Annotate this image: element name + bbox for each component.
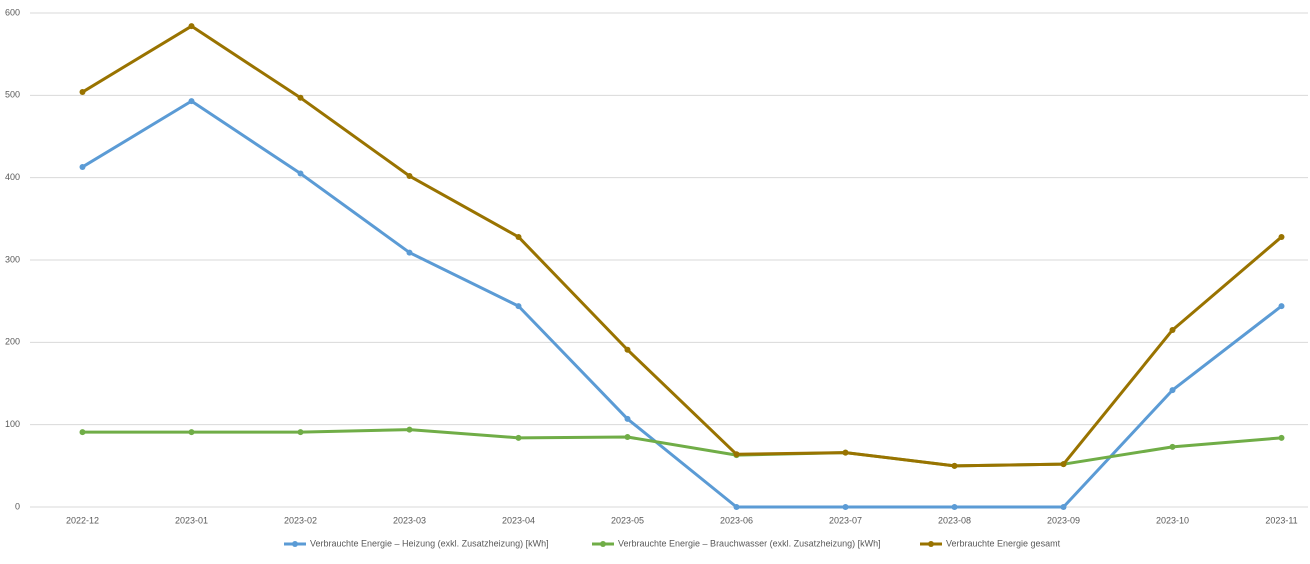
data-point — [515, 434, 522, 441]
legend-label: Verbrauchte Energie – Brauchwasser (exkl… — [618, 538, 881, 548]
x-tick-label: 2022-12 — [66, 515, 99, 525]
x-tick-label: 2023-08 — [938, 515, 971, 525]
y-tick-label: 0 — [15, 501, 20, 511]
data-point — [1060, 461, 1067, 468]
x-tick-label: 2023-05 — [611, 515, 644, 525]
data-point — [1169, 326, 1176, 333]
data-point — [188, 429, 195, 436]
data-point — [297, 170, 304, 177]
data-point — [79, 163, 86, 170]
data-point — [406, 426, 413, 433]
x-tick-label: 2023-02 — [284, 515, 317, 525]
data-point — [842, 449, 849, 456]
y-tick-label: 400 — [5, 172, 20, 182]
x-tick-label: 2023-04 — [502, 515, 535, 525]
data-point — [733, 451, 740, 458]
data-point — [1278, 233, 1285, 240]
data-point — [733, 504, 740, 510]
data-point — [188, 23, 195, 30]
data-point — [406, 173, 413, 180]
data-point — [951, 462, 958, 469]
legend-label: Verbrauchte Energie – Heizung (exkl. Zus… — [310, 538, 549, 548]
y-tick-label: 600 — [5, 7, 20, 17]
data-point — [1278, 303, 1285, 310]
y-tick-label: 200 — [5, 337, 20, 347]
data-point — [297, 429, 304, 436]
data-point — [297, 94, 304, 101]
data-point — [515, 233, 522, 240]
x-tick-label: 2023-10 — [1156, 515, 1189, 525]
data-point — [1169, 387, 1176, 394]
y-tick-label: 500 — [5, 90, 20, 100]
data-point — [951, 504, 958, 510]
data-point — [188, 98, 195, 105]
x-tick-label: 2023-07 — [829, 515, 862, 525]
x-tick-label: 2023-09 — [1047, 515, 1080, 525]
x-tick-label: 2023-06 — [720, 515, 753, 525]
legend-marker — [292, 541, 298, 547]
data-point — [1169, 443, 1176, 450]
y-tick-label: 300 — [5, 254, 20, 264]
series-line — [82, 428, 1282, 468]
data-point — [624, 415, 631, 422]
data-point — [624, 434, 631, 441]
x-tick-label: 2023-03 — [393, 515, 426, 525]
data-point — [406, 249, 413, 256]
series-line — [81, 99, 1283, 509]
data-point — [79, 89, 86, 96]
data-point — [1060, 504, 1067, 510]
x-tick-label: 2023-01 — [175, 515, 208, 525]
data-point — [79, 429, 86, 436]
data-point — [515, 303, 522, 310]
series-line — [81, 24, 1283, 468]
x-tick-label: 2023-11 — [1265, 515, 1297, 525]
y-tick-label: 100 — [5, 419, 20, 429]
data-point — [842, 504, 849, 510]
data-point — [1278, 434, 1285, 441]
legend-label: Verbrauchte Energie gesamt — [946, 538, 1061, 548]
data-point — [624, 346, 631, 353]
legend-marker — [928, 541, 934, 547]
legend-marker — [600, 541, 606, 547]
